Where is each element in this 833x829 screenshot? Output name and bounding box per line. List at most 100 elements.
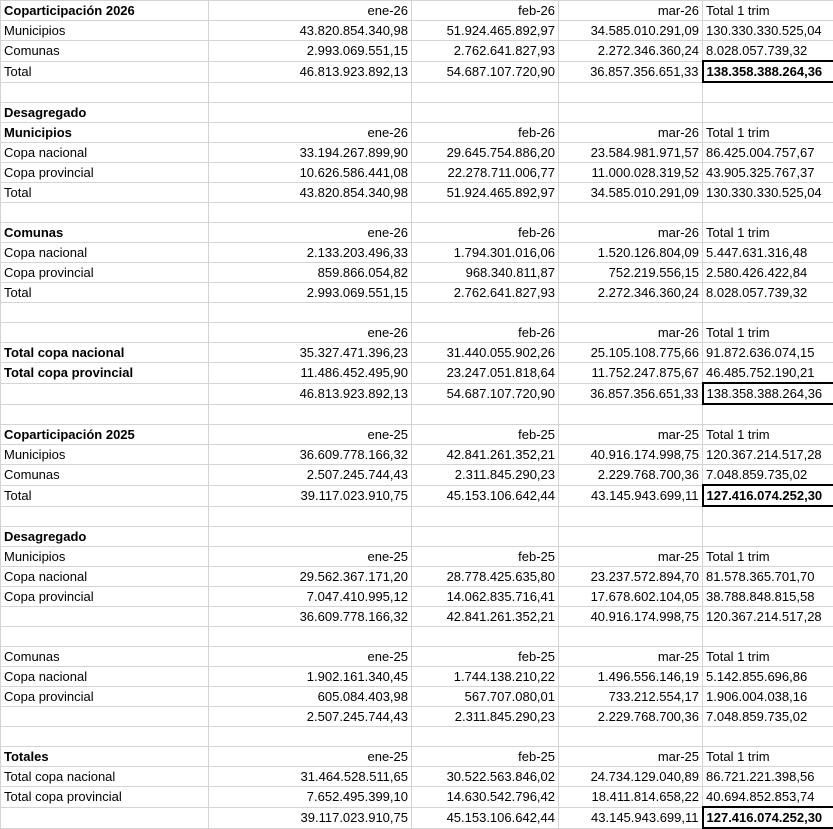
cell: feb-25 (412, 547, 559, 567)
cell: 11.752.247.875,67 (559, 363, 703, 384)
cell: 120.367.214.517,28 (703, 445, 833, 465)
cell (559, 404, 703, 425)
cell: 2.272.346.360,24 (559, 41, 703, 62)
cell: 120.367.214.517,28 (703, 607, 833, 627)
cell: Comunas (1, 223, 209, 243)
cell: Total 1 trim (703, 425, 833, 445)
cell: Total copa nacional (1, 343, 209, 363)
cell: 1.794.301.016,06 (412, 243, 559, 263)
cell: 86.425.004.757,67 (703, 143, 833, 163)
cell: 45.153.106.642,44 (412, 807, 559, 828)
cell: 39.117.023.910,75 (209, 807, 412, 828)
cell: 22.278.711.006,77 (412, 163, 559, 183)
cell: 24.734.129.040,89 (559, 767, 703, 787)
cell: 127.416.074.252,30 (703, 807, 833, 828)
cell: feb-26 (412, 123, 559, 143)
cell: ene-25 (209, 547, 412, 567)
cell: mar-25 (559, 425, 703, 445)
cell: Copa provincial (1, 687, 209, 707)
cell: 51.924.465.892,97 (412, 21, 559, 41)
cell: 36.609.778.166,32 (209, 607, 412, 627)
cell: 43.145.943.699,11 (559, 485, 703, 506)
cell: 2.311.845.290,23 (412, 707, 559, 727)
cell (703, 82, 833, 103)
cell: mar-26 (559, 1, 703, 21)
cell: feb-26 (412, 323, 559, 343)
cell: Copa provincial (1, 163, 209, 183)
cell: mar-25 (559, 747, 703, 767)
sheet-row (1, 506, 833, 527)
cell (703, 203, 833, 223)
cell: feb-25 (412, 425, 559, 445)
sheet-row (1, 727, 833, 747)
sheet-row: Desagregado (1, 103, 833, 123)
cell: 36.857.356.651,33 (559, 61, 703, 82)
cell: 1.496.556.146,19 (559, 667, 703, 687)
cell (559, 103, 703, 123)
cell: 14.062.835.716,41 (412, 587, 559, 607)
cell: ene-25 (209, 425, 412, 445)
cell: 23.237.572.894,70 (559, 567, 703, 587)
cell: 7.048.859.735,02 (703, 465, 833, 486)
cell (209, 627, 412, 647)
cell: 31.464.528.511,65 (209, 767, 412, 787)
sheet-row (1, 203, 833, 223)
cell (559, 506, 703, 527)
cell: Copa nacional (1, 667, 209, 687)
cell: Copa provincial (1, 263, 209, 283)
cell: Total 1 trim (703, 123, 833, 143)
cell (559, 627, 703, 647)
cell: 28.778.425.635,80 (412, 567, 559, 587)
cell: Total 1 trim (703, 323, 833, 343)
cell (412, 727, 559, 747)
cell (559, 203, 703, 223)
cell: 43.145.943.699,11 (559, 807, 703, 828)
cell: 127.416.074.252,30 (703, 485, 833, 506)
cell: 968.340.811,87 (412, 263, 559, 283)
cell: ene-25 (209, 647, 412, 667)
sheet-row (1, 82, 833, 103)
cell: feb-26 (412, 223, 559, 243)
cell: 40.694.852.853,74 (703, 787, 833, 808)
cell: feb-26 (412, 1, 559, 21)
cell: 11.000.028.319,52 (559, 163, 703, 183)
cell: 8.028.057.739,32 (703, 283, 833, 303)
cell: ene-26 (209, 223, 412, 243)
cell (703, 627, 833, 647)
cell: 7.652.495.399,10 (209, 787, 412, 808)
cell: 43.905.325.767,37 (703, 163, 833, 183)
cell (209, 103, 412, 123)
cell: Desagregado (1, 103, 209, 123)
cell: 23.584.981.971,57 (559, 143, 703, 163)
cell: Total 1 trim (703, 647, 833, 667)
cell: 43.820.854.340,98 (209, 183, 412, 203)
cell: Total copa provincial (1, 363, 209, 384)
cell: 2.762.641.827,93 (412, 41, 559, 62)
cell: Copa nacional (1, 143, 209, 163)
cell: Total (1, 283, 209, 303)
cell (703, 303, 833, 323)
cell: 42.841.261.352,21 (412, 607, 559, 627)
cell (559, 527, 703, 547)
cell: 31.440.055.902,26 (412, 343, 559, 363)
cell: 859.866.054,82 (209, 263, 412, 283)
cell: 2.507.245.744,43 (209, 465, 412, 486)
cell: 2.133.203.496,33 (209, 243, 412, 263)
cell: mar-25 (559, 647, 703, 667)
